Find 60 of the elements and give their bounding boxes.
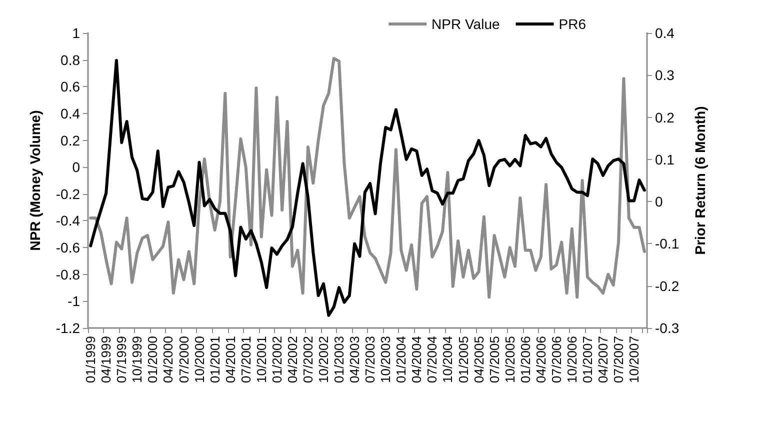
x-tick-label: 10/2006 bbox=[564, 336, 580, 383]
y-tick-label: 0.8 bbox=[60, 52, 80, 68]
y-tick-label: -0.2 bbox=[56, 186, 80, 202]
y2-tick-label: 0.2 bbox=[655, 109, 675, 126]
y-tick-label: 1 bbox=[72, 25, 80, 41]
x-tick-label: 01/2001 bbox=[207, 336, 222, 383]
x-tick-label: 04/1999 bbox=[98, 336, 114, 383]
y2-tick-label: -0.1 bbox=[655, 236, 680, 252]
y2-tick-label: 0.4 bbox=[655, 25, 675, 41]
x-tick-label: 10/2004 bbox=[440, 336, 456, 383]
x-tick-label: 10/2005 bbox=[502, 336, 518, 383]
y-tick-label: 0 bbox=[72, 159, 80, 176]
x-tick-label: 07/2003 bbox=[362, 336, 378, 383]
x-tick-label: 07/2007 bbox=[611, 336, 626, 383]
x-tick-label: 10/2001 bbox=[254, 336, 269, 383]
y2-tick-label: 0.1 bbox=[655, 151, 675, 168]
x-tick-label: 01/2003 bbox=[332, 336, 347, 383]
legend-label: PR6 bbox=[558, 16, 586, 32]
y-tick-label: 0.6 bbox=[60, 78, 80, 95]
y-tick-label: -0.6 bbox=[56, 240, 80, 256]
x-tick-label: 04/2007 bbox=[596, 336, 611, 383]
x-tick-label: 10/2002 bbox=[316, 336, 332, 383]
y-axis-title: NPR (Money Volume) bbox=[27, 110, 43, 251]
y-tick-label: -0.8 bbox=[56, 266, 80, 282]
y-tick-label: -1 bbox=[68, 293, 80, 310]
y2-tick-label: -0.3 bbox=[655, 320, 680, 336]
x-tick-label: 01/2000 bbox=[145, 336, 160, 383]
y-tick-label: 0.4 bbox=[60, 105, 80, 122]
x-tick-label: 04/2000 bbox=[160, 336, 176, 383]
x-tick-label: 07/2004 bbox=[424, 336, 440, 383]
x-tick-label: 07/1999 bbox=[114, 336, 130, 383]
x-tick-label: 04/2002 bbox=[284, 336, 300, 383]
x-tick-label: 07/2000 bbox=[176, 336, 192, 383]
x-tick-label: 01/2007 bbox=[580, 336, 595, 383]
x-tick-label: 07/2005 bbox=[486, 336, 502, 383]
x-tick-label: 07/2002 bbox=[300, 336, 316, 383]
x-tick-label: 10/2000 bbox=[192, 336, 207, 383]
x-tick-label: 01/2002 bbox=[269, 336, 284, 383]
x-tick-label: 01/2004 bbox=[394, 336, 409, 383]
y-tick-label: 0.2 bbox=[60, 132, 80, 148]
x-tick-label: 04/2006 bbox=[533, 336, 548, 383]
y-tick-label: -1.2 bbox=[56, 320, 80, 336]
y2-tick-label: 0 bbox=[655, 194, 663, 210]
x-tick-label: 04/2005 bbox=[471, 336, 486, 383]
y2-axis-title: Prior Return (6 Month) bbox=[692, 106, 708, 255]
x-tick-label: 01/2005 bbox=[456, 336, 471, 383]
y2-tick-label: -0.2 bbox=[655, 278, 680, 294]
x-tick-label: 01/1999 bbox=[83, 336, 98, 383]
x-tick-label: 04/2001 bbox=[222, 336, 238, 383]
x-tick-label: 07/2006 bbox=[548, 336, 564, 383]
x-tick-label: 07/2001 bbox=[238, 336, 254, 383]
x-tick-label: 10/2007 bbox=[626, 336, 642, 383]
y-tick-label: -0.4 bbox=[56, 212, 80, 229]
x-tick-label: 10/1999 bbox=[130, 336, 145, 383]
legend-label: NPR Value bbox=[432, 16, 500, 32]
x-tick-label: 04/2004 bbox=[409, 336, 424, 383]
x-tick-label: 10/2003 bbox=[378, 336, 394, 383]
x-tick-label: 04/2003 bbox=[347, 336, 362, 383]
x-tick-label: 01/2006 bbox=[518, 336, 533, 383]
y2-tick-label: 0.3 bbox=[655, 67, 675, 84]
